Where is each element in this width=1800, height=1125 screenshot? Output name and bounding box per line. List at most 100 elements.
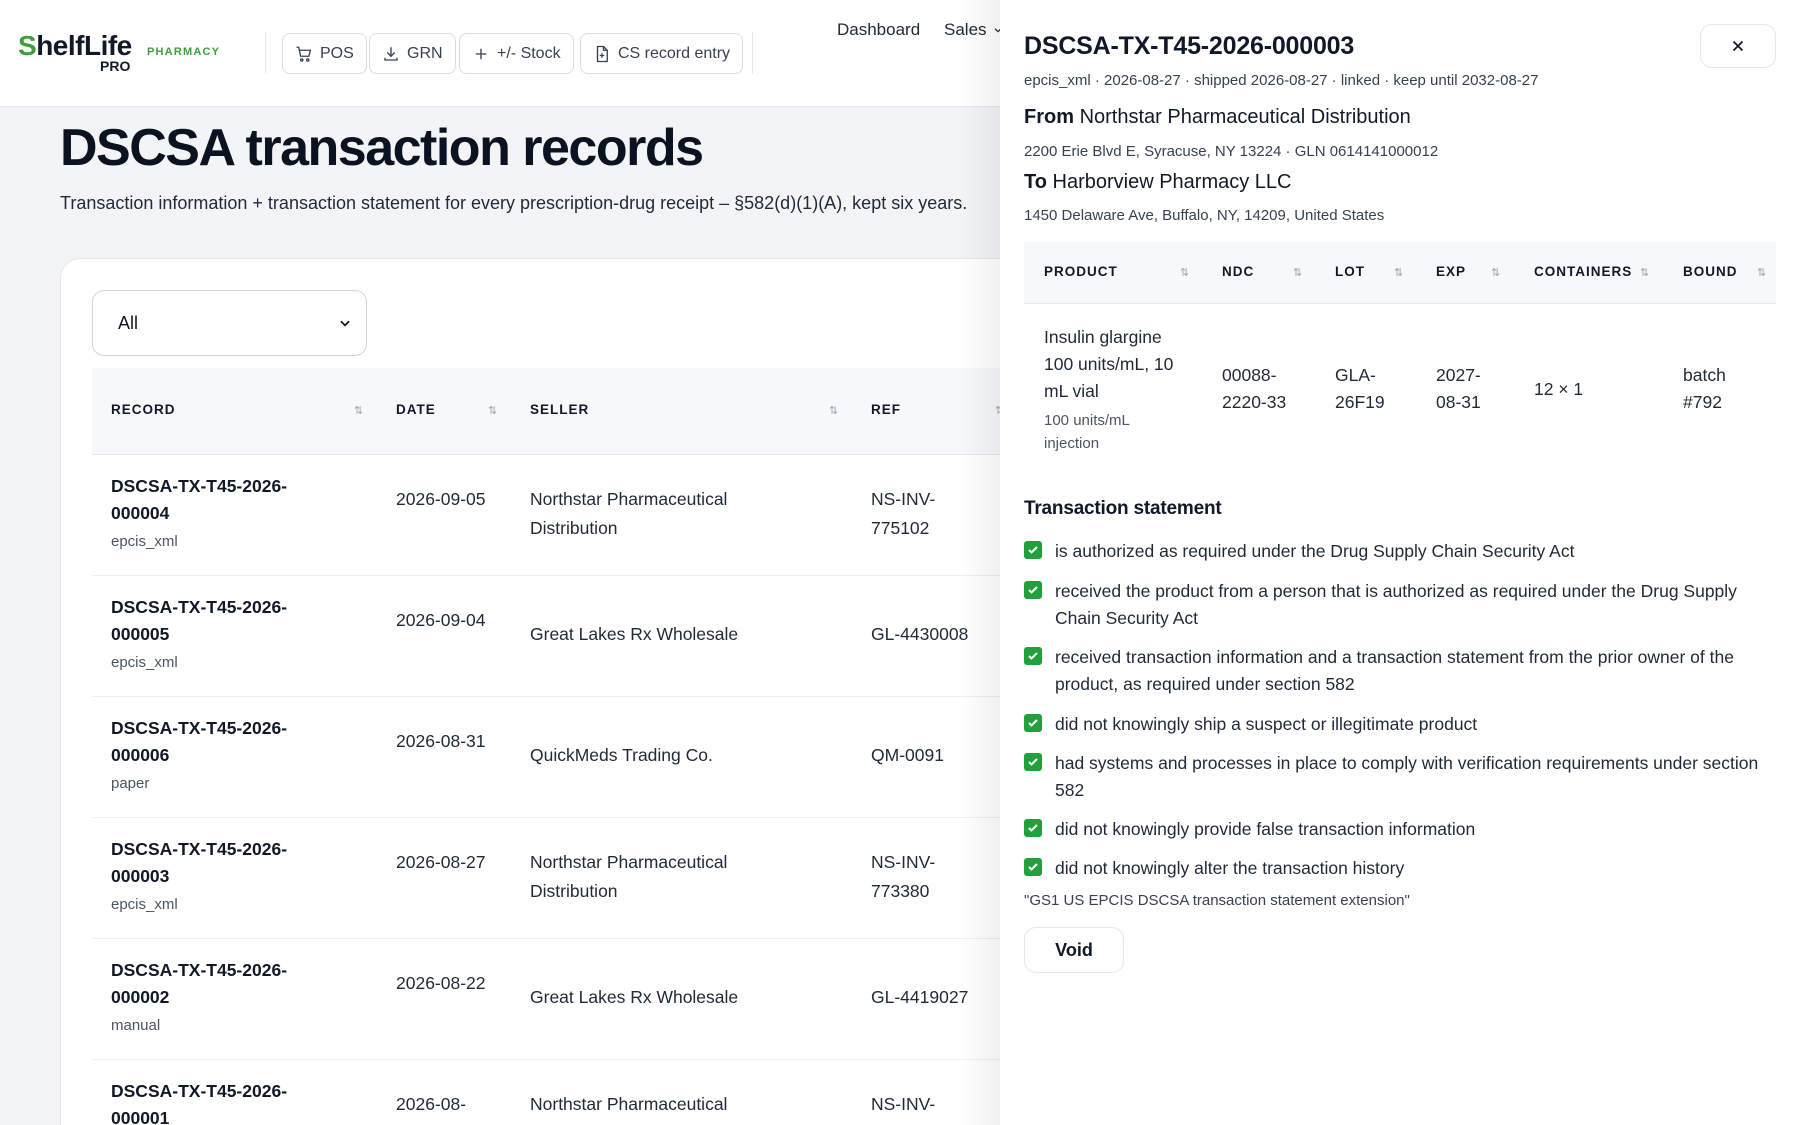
table-row[interactable]: DSCSA-TX-T45-2026-000004 epcis_xml 2026-… xyxy=(92,455,1012,576)
logo-initial: S xyxy=(18,30,37,61)
sort-icon[interactable]: ⇅ xyxy=(354,405,364,417)
shelflife-logo[interactable]: ShelfLife PRO xyxy=(18,30,138,76)
col-product[interactable]: PRODUCT xyxy=(1044,264,1118,279)
col-bound[interactable]: BOUND xyxy=(1683,264,1738,279)
record-date: 2026-08-22 xyxy=(396,973,486,993)
record-seller: Northstar Pharmaceutical Distribution xyxy=(530,489,728,538)
statement-text: is authorized as required under the Drug… xyxy=(1055,541,1575,561)
download-icon xyxy=(384,46,398,61)
record-id: DSCSA-TX-T45-2026-000006 xyxy=(111,718,288,765)
product-ndc: 00088-2220-33 xyxy=(1222,365,1287,412)
sort-icon[interactable]: ⇅ xyxy=(1640,267,1650,279)
chevron-down-icon xyxy=(994,28,1001,33)
record-seller: QuickMeds Trading Co. xyxy=(530,745,713,765)
record-ref: NS-INV-773380 xyxy=(871,852,936,901)
col-ndc[interactable]: NDC xyxy=(1222,264,1255,279)
chevron-down-icon xyxy=(340,320,350,327)
record-ref: QM-0091 xyxy=(871,745,944,765)
record-id: DSCSA-TX-T45-2026-000001 xyxy=(111,1081,288,1125)
col-containers[interactable]: CONTAINERS xyxy=(1534,264,1633,279)
pos-button[interactable]: POS xyxy=(282,33,367,74)
page-title: DSCSA transaction records xyxy=(60,119,704,177)
record-seller: Northstar Pharmaceutical Distribution xyxy=(530,852,728,901)
col-seller[interactable]: SELLER xyxy=(530,402,590,417)
table-row[interactable]: DSCSA-TX-T45-2026-000003 epcis_xml 2026-… xyxy=(92,818,1012,939)
plus-icon xyxy=(475,48,487,59)
sort-icon[interactable]: ⇅ xyxy=(1180,267,1190,279)
col-lot[interactable]: LOT xyxy=(1335,264,1365,279)
check-icon xyxy=(1024,858,1042,876)
from-label: From xyxy=(1024,106,1074,128)
nav-dashboard[interactable]: Dashboard xyxy=(837,20,921,39)
to-name: Harborview Pharmacy LLC xyxy=(1052,171,1292,193)
product-containers: 12 × 1 xyxy=(1534,379,1584,399)
sort-icon[interactable]: ⇅ xyxy=(995,404,1004,417)
close-drawer-button[interactable] xyxy=(1700,24,1776,68)
void-button[interactable]: Void xyxy=(1024,927,1124,973)
check-icon xyxy=(1024,541,1042,559)
record-seller: Great Lakes Rx Wholesale xyxy=(530,624,739,644)
product-name: Insulin glargine 100 units/mL, 10 mL via… xyxy=(1044,327,1174,401)
sort-icon[interactable]: ⇅ xyxy=(1757,267,1767,279)
col-exp[interactable]: EXP xyxy=(1436,264,1467,279)
nav-sales-label: Sales xyxy=(944,20,987,40)
table-row[interactable]: DSCSA-TX-T45-2026-000006 paper 2026-08-3… xyxy=(92,697,1012,818)
check-icon xyxy=(1024,714,1042,732)
record-source: epcis_xml xyxy=(111,533,178,550)
statement-text: had systems and processes in place to co… xyxy=(1055,753,1759,800)
statement-title: Transaction statement xyxy=(1024,498,1222,519)
record-id: DSCSA-TX-T45-2026-000002 xyxy=(111,960,288,1007)
records-table-header: RECORD ⇅ DATE ⇅ SELLER ⇅ REF ⇅ xyxy=(92,368,1012,455)
record-date: 2026-08-31 xyxy=(396,731,486,751)
product-form: 100 units/mL injection xyxy=(1044,412,1130,452)
statement-text: received transaction information and a t… xyxy=(1055,647,1734,694)
cs-record-button[interactable]: CS record entry xyxy=(580,33,744,74)
grn-label: GRN xyxy=(407,44,443,62)
record-ref: GL-4430008 xyxy=(871,624,969,644)
record-source: paper xyxy=(111,775,150,792)
table-row[interactable]: DSCSA-TX-T45-2026-000005 epcis_xml 2026-… xyxy=(92,576,1012,697)
col-date[interactable]: DATE xyxy=(396,402,436,417)
to-party: To Harborview Pharmacy LLC xyxy=(1024,171,1292,194)
record-id: DSCSA-TX-T45-2026-000004 xyxy=(111,476,288,523)
record-source: epcis_xml xyxy=(111,654,178,671)
statement-text: received the product from a person that … xyxy=(1055,581,1737,628)
to-label: To xyxy=(1024,171,1047,193)
record-date: 2026-08-27 xyxy=(396,852,486,872)
nav-sales[interactable]: Sales xyxy=(944,20,1003,40)
sort-icon[interactable]: ⇅ xyxy=(1491,267,1501,279)
statement-text: did not knowingly ship a suspect or ille… xyxy=(1055,714,1478,734)
product-exp: 2027-08-31 xyxy=(1436,365,1481,412)
filter-value: All xyxy=(118,312,139,333)
record-filter-select[interactable]: All xyxy=(92,290,367,356)
record-detail-drawer: DSCSA-TX-T45-2026-000003 epcis_xml · 202… xyxy=(1000,0,1800,1125)
cs-record-label: CS record entry xyxy=(618,44,731,62)
cart-icon xyxy=(296,46,312,62)
record-seller: Northstar Pharmaceutical xyxy=(530,1094,728,1114)
product-lot: GLA-26F19 xyxy=(1335,365,1385,412)
col-ref[interactable]: REF xyxy=(871,402,901,417)
logo-pro: PRO xyxy=(100,58,131,74)
logo-wordmark: helfLife xyxy=(36,30,132,61)
record-source: epcis_xml xyxy=(111,896,178,913)
table-row[interactable]: DSCSA-TX-T45-2026-000001 2026-08- Norths… xyxy=(92,1060,1012,1125)
statement-text: did not knowingly provide false transact… xyxy=(1055,819,1476,839)
check-icon xyxy=(1024,647,1042,665)
record-date: 2026-09-05 xyxy=(396,489,486,509)
col-record[interactable]: RECORD xyxy=(111,402,176,417)
from-party: From Northstar Pharmaceutical Distributi… xyxy=(1024,106,1411,129)
sort-icon[interactable]: ⇅ xyxy=(829,405,839,417)
sort-icon[interactable]: ⇅ xyxy=(1293,267,1303,279)
record-id: DSCSA-TX-T45-2026-000005 xyxy=(111,597,288,644)
grn-button[interactable]: GRN xyxy=(369,33,456,74)
sort-icon[interactable]: ⇅ xyxy=(488,405,498,417)
record-source: manual xyxy=(111,1017,161,1034)
stock-adjust-button[interactable]: +/- Stock xyxy=(459,33,574,74)
to-address: 1450 Delaware Ave, Buffalo, NY, 14209, U… xyxy=(1024,207,1385,224)
toolbar-divider xyxy=(265,32,266,74)
stock-adjust-label: +/- Stock xyxy=(497,44,561,62)
product-table-header: PRODUCT ⇅ NDC ⇅ LOT ⇅ EXP ⇅ CONTAINERS ⇅… xyxy=(1024,242,1776,304)
table-row[interactable]: DSCSA-TX-T45-2026-000002 manual 2026-08-… xyxy=(92,939,1012,1060)
check-icon xyxy=(1024,819,1042,837)
sort-icon[interactable]: ⇅ xyxy=(1394,267,1404,279)
